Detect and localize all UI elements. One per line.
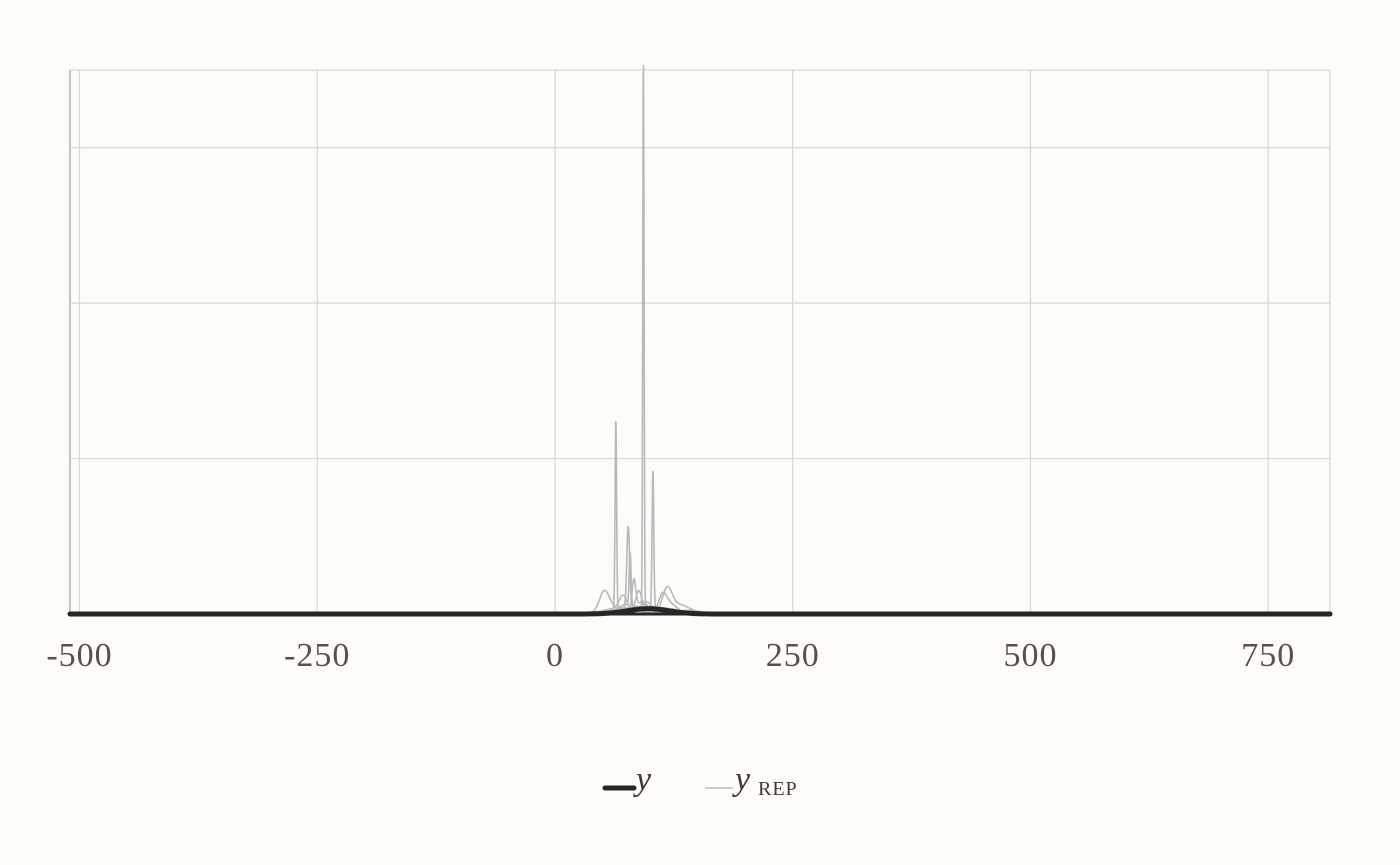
x-tick-label: 750 [1241, 637, 1295, 674]
yrep-density-line [70, 585, 1330, 615]
yrep-density-line [70, 551, 1330, 615]
yrep-density-line [70, 578, 1330, 615]
legend-label-yrep: y [732, 761, 751, 798]
x-axis: -500 -250 0 250 500 750 [46, 637, 1295, 674]
x-tick-label: 500 [1003, 637, 1057, 674]
yrep-density-line [70, 420, 1330, 615]
x-tick-label: 250 [766, 637, 820, 674]
density-curves [67, 64, 1333, 617]
y-density-line [67, 606, 1333, 617]
x-tick-label: -500 [46, 637, 112, 674]
gridlines [69, 69, 1331, 614]
legend-label-yrep-subscript: REP [758, 778, 798, 800]
yrep-density-line [70, 470, 1330, 615]
x-tick-label: 0 [546, 637, 564, 674]
yrep-density-line [70, 589, 1330, 615]
yrep-density-line [70, 589, 1330, 615]
yrep-density-line [70, 525, 1330, 615]
legend: y y REP [602, 761, 798, 800]
x-tick-label: -250 [284, 637, 350, 674]
legend-label-y: y [633, 761, 652, 798]
